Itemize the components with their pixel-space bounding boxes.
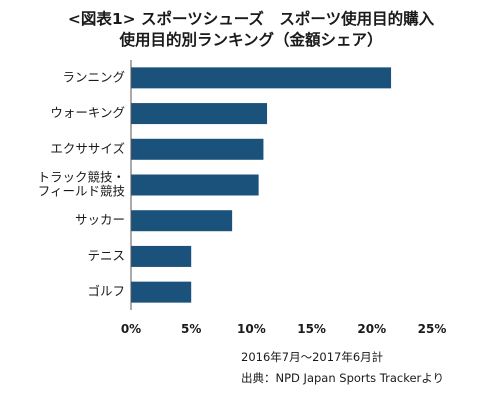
x-tick-label: 10% [237, 322, 266, 336]
bar [131, 138, 264, 160]
x-tick-label: 20% [357, 322, 386, 336]
chart-title-line2: 使用目的別ランキング（金額シェア） [119, 31, 383, 49]
x-tick-labels: 0% 5% 10% 15% 20% 25% [121, 322, 447, 336]
chart-title-line1: <図表1> スポーツシューズ スポーツ使用目的購入 [67, 10, 435, 28]
bar [131, 174, 259, 196]
category-label: ウォーキング [50, 105, 125, 120]
x-tick-label: 0% [121, 322, 141, 336]
x-tick-label: 25% [418, 322, 447, 336]
bar [131, 281, 192, 303]
bar [131, 210, 233, 232]
bars-group [131, 67, 392, 303]
category-label: テニス [87, 248, 125, 263]
category-label: サッカー [75, 212, 125, 227]
x-tick-label: 15% [297, 322, 326, 336]
bar [131, 245, 192, 267]
category-label: ゴルフ [87, 284, 125, 299]
bar [131, 103, 268, 125]
source-note: 出典：NPD Japan Sports Trackerより [241, 371, 445, 385]
category-labels: ランニングウォーキングエクササイズトラック競技・フィールド競技サッカーテニスゴル… [37, 69, 125, 298]
bar [131, 67, 392, 89]
category-label: トラック競技・ [37, 170, 125, 185]
x-tick-label: 5% [181, 322, 201, 336]
period-note: 2016年7月～2017年6月計 [241, 350, 384, 364]
category-label: ランニング [62, 69, 125, 84]
category-label: フィールド競技 [38, 184, 126, 199]
category-label: エクササイズ [50, 141, 125, 156]
